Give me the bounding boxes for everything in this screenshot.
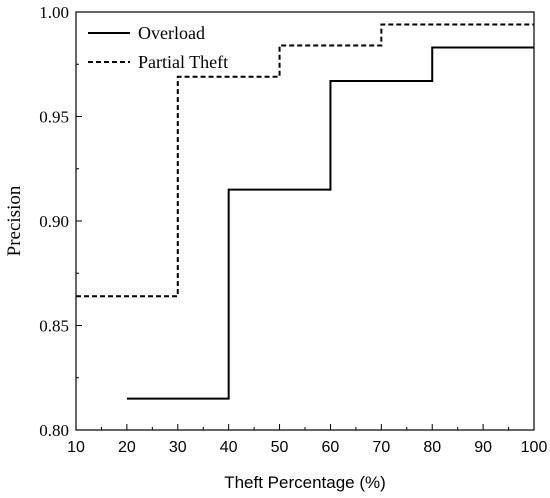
legend-label: Overload: [138, 23, 205, 43]
x-tick-label: 90: [474, 439, 492, 456]
y-tick-label: 0.80: [39, 421, 69, 440]
axes-layer: 10 20 30 40 50 60 70 80 90 100 0.80 0.85 0.90 0.95 1.0…: [39, 3, 547, 456]
legend: Overload Partial Theft: [88, 23, 228, 72]
x-tick-label: 100: [521, 439, 548, 456]
plot-frame: [75, 11, 535, 431]
x-tick-label: 10: [67, 439, 85, 456]
x-axis-title: Theft Percentage (%): [224, 473, 386, 492]
series-line-partial-theft: [76, 23, 534, 298]
y-axis-title: Precision: [4, 185, 25, 256]
y-tick-label: 0.85: [39, 317, 69, 336]
x-tick-label: 50: [271, 439, 289, 456]
y-tick-label: 1.00: [39, 3, 69, 22]
y-tick-label: 0.90: [39, 212, 69, 231]
x-tick-label: 40: [220, 439, 238, 456]
x-tick-label: 80: [423, 439, 441, 456]
legend-label: Partial Theft: [138, 52, 228, 72]
series-layer: [76, 23, 534, 400]
x-tick-label: 20: [118, 439, 136, 456]
y-tick-label: 0.95: [39, 108, 69, 127]
x-tick-label: 70: [372, 439, 390, 456]
x-tick-label: 60: [322, 439, 340, 456]
x-tick-label: 30: [169, 439, 187, 456]
series-line-overload: [126, 46, 534, 400]
